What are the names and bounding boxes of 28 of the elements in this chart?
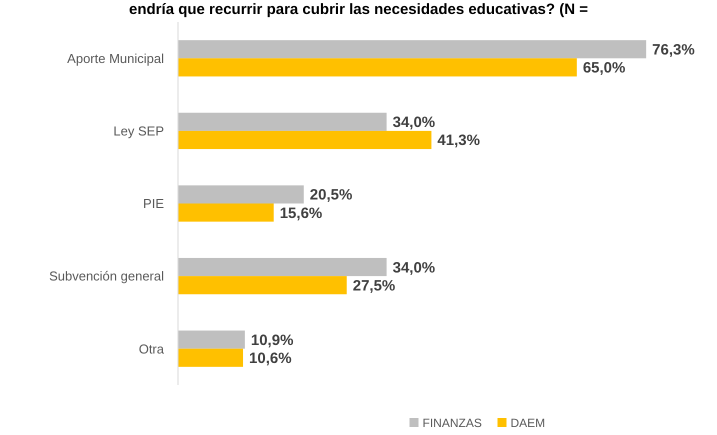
bar — [178, 130, 432, 150]
bar — [178, 276, 347, 294]
bar — [178, 40, 646, 58]
bar — [178, 185, 304, 204]
data-label: 65,0% — [582, 60, 626, 77]
y-tick-label: Ley SEP — [113, 123, 164, 138]
data-label: 34,0% — [392, 259, 436, 276]
data-label: 27,5% — [352, 277, 396, 294]
data-label: 10,9% — [250, 332, 294, 349]
data-label: 10,6% — [249, 350, 292, 368]
data-label: 34,0% — [392, 114, 436, 132]
bar — [178, 112, 387, 131]
bar — [178, 204, 274, 222]
y-tick-label: Subvención general — [49, 268, 164, 284]
y-tick-label: PIE — [143, 196, 164, 212]
bar — [178, 258, 387, 276]
data-label: 41,3% — [437, 132, 480, 150]
data-label: 76,3% — [652, 41, 695, 58]
bar — [178, 348, 244, 367]
legend-label: DAEM — [510, 416, 546, 430]
y-tick-label: Otra — [138, 341, 165, 356]
data-label: 20,5% — [310, 186, 352, 204]
y-tick-label: Aporte Municipal — [67, 50, 164, 66]
bar — [178, 58, 577, 76]
data-label: 15,6% — [280, 204, 322, 222]
legend-label: FINANZAS — [422, 416, 482, 430]
chart-title: endría que recurrir para cubrir las necesidades educativas? (N = — [129, 1, 588, 18]
bar — [178, 330, 245, 349]
